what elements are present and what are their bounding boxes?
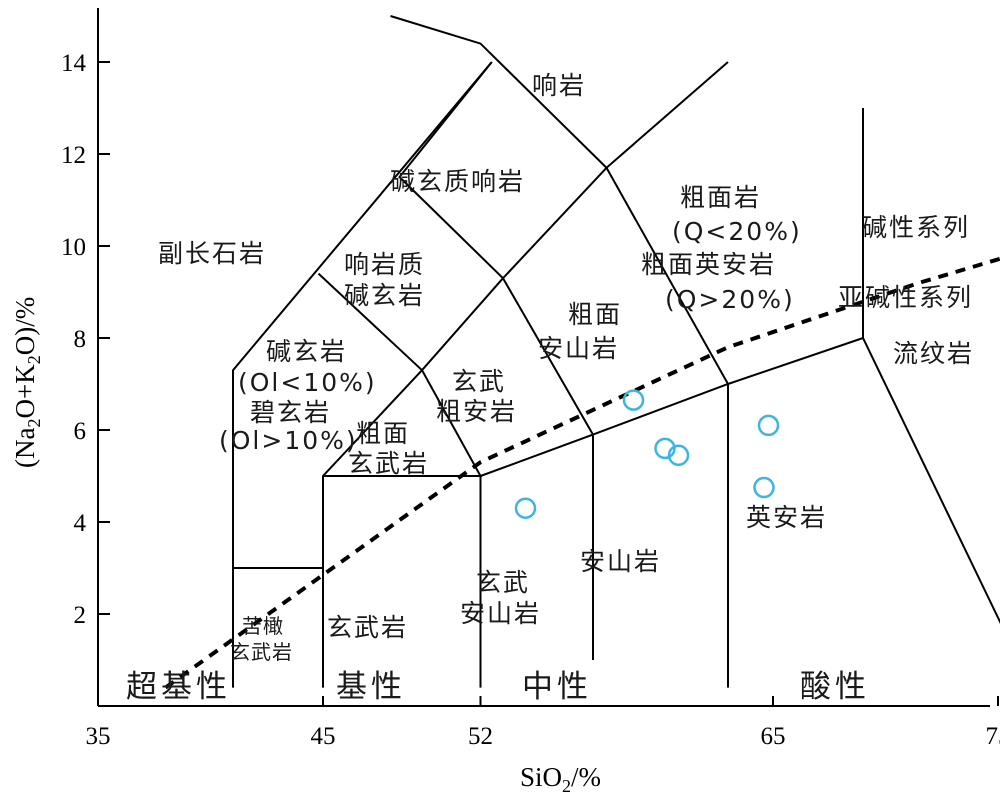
region-label-basanite: 碧玄岩 [250, 398, 331, 427]
dividing-line-path [164, 256, 1000, 690]
region-label-phonolite: 响岩 [532, 71, 586, 100]
alkaline-subalkaline-dividing-line [164, 256, 1000, 690]
x-tick-label: 52 [468, 723, 493, 750]
y-tick-label: 12 [61, 142, 86, 169]
region-label-basaltic-trachyandesite-1: 玄武 [452, 367, 506, 396]
boundary-line-2 [479, 336, 1000, 688]
region-label-basanite-ol: (Ol>10%) [219, 426, 358, 455]
series-label-subalkaline: 亚碱性系列 [838, 283, 973, 312]
y-tick-label: 10 [61, 234, 86, 261]
region-label-rhyolite: 流纹岩 [893, 339, 974, 368]
y-axis-title: (Na2O+K2O)/% [10, 297, 44, 468]
region-label-trachyandesite-1: 粗面 [568, 300, 622, 329]
region-label-tephrite: 碱玄岩 [266, 337, 347, 366]
region-label-basaltic-trachyandesite-2: 粗安岩 [436, 397, 517, 426]
region-label-basalt: 玄武岩 [327, 613, 408, 642]
y-tick-label: 6 [74, 418, 87, 445]
region-label-andesite: 安山岩 [580, 547, 661, 576]
region-label-dacite: 英安岩 [746, 503, 827, 532]
silica-class-labels: 超基性 基性 中性 酸性 [126, 669, 870, 705]
series-label-alkaline: 碱性系列 [862, 213, 970, 242]
region-label-tephrite-ol: (Ol<10%) [238, 368, 377, 397]
y-tick-label: 14 [61, 50, 87, 77]
region-label-trachyte: 粗面岩 [680, 183, 761, 212]
x-tick-label: 65 [761, 723, 786, 750]
class-label-acidic: 酸性 [800, 669, 870, 705]
region-label-trachyandesite-2: 安山岩 [538, 334, 619, 363]
data-point-3 [667, 444, 690, 467]
data-point-0 [514, 497, 537, 519]
boundary-line-7 [317, 272, 423, 371]
data-point-4 [753, 476, 775, 499]
class-label-basic: 基性 [336, 669, 406, 705]
region-label-trachybasalt-2: 玄武岩 [348, 449, 429, 478]
region-label-trachydacite: 粗面英安岩 [641, 250, 776, 279]
x-tick-label: 45 [311, 723, 336, 750]
region-label-phonotephrite-2: 碱玄岩 [344, 281, 425, 310]
x-tick-label: 75 [986, 723, 1000, 750]
region-label-foidite: 副长石岩 [158, 239, 266, 268]
class-label-intermediate: 中性 [522, 669, 592, 705]
boundary-line-6 [323, 369, 483, 477]
x-axis-title: SiO2/% [520, 762, 601, 796]
region-label-trachybasalt-1: 粗面 [356, 419, 410, 448]
region-label-picrobasalt-1: 苦橄 [242, 614, 284, 638]
y-tick-label: 8 [74, 326, 87, 353]
data-point-2 [654, 437, 676, 460]
region-label-trachydacite-q: (Q>20%) [665, 285, 795, 314]
region-label-basaltic-andesite-2: 安山岩 [460, 599, 541, 628]
region-label-trachyte-q: (Q<20%) [672, 217, 802, 246]
data-points [514, 389, 780, 519]
boundary-lines [232, 15, 1000, 688]
region-labels: 副长石岩 响岩 碱玄质响岩 响岩质 碱玄岩 粗面岩 (Q<20%) 粗面英安岩 … [158, 71, 974, 664]
boundary-line-0 [232, 61, 493, 688]
boundary-line-4 [390, 15, 729, 688]
y-ticks: 2 4 6 8 10 12 14 [61, 50, 110, 629]
data-point-1 [622, 389, 645, 411]
data-point-5 [757, 414, 780, 437]
boundary-line-3 [398, 61, 594, 660]
class-label-ultrabasic: 超基性 [126, 669, 231, 705]
x-ticks: 35 45 52 65 75 [86, 696, 1000, 750]
y-tick-label: 4 [74, 510, 87, 537]
region-label-basaltic-andesite-1: 玄武 [476, 568, 530, 597]
region-label-phonotephrite-1: 响岩质 [344, 250, 425, 279]
x-tick-label: 35 [86, 723, 111, 750]
region-label-tephriphonolite: 碱玄质响岩 [390, 167, 525, 196]
y-tick-label: 2 [74, 602, 87, 629]
boundary-line-1 [322, 61, 729, 688]
region-label-picrobasalt-2: 玄武岩 [230, 640, 293, 664]
